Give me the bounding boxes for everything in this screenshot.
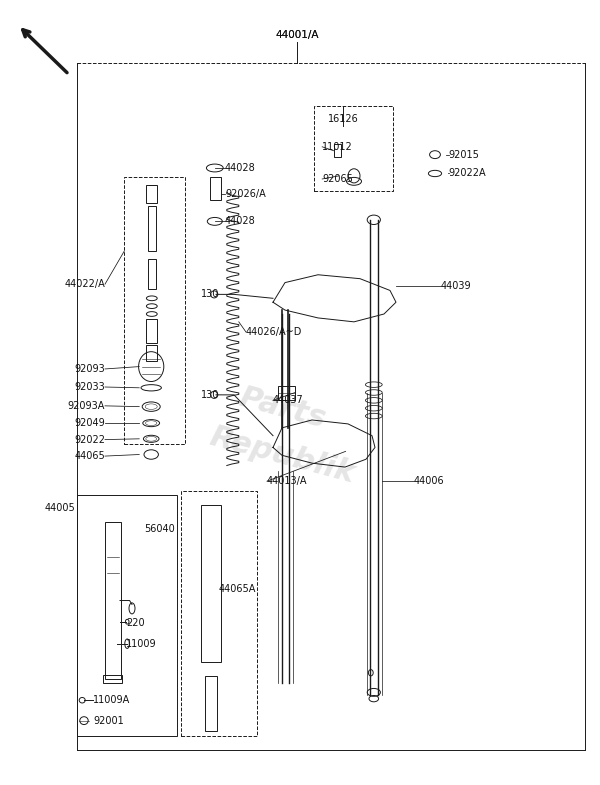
Bar [148,259,156,289]
Text: 92026/A: 92026/A [225,189,266,199]
Text: 92015: 92015 [449,150,479,159]
Text: 44065: 44065 [74,451,105,461]
Text: 130: 130 [201,390,220,400]
Text: 44037: 44037 [273,396,304,405]
Text: 44039: 44039 [441,281,472,290]
Text: 44013/A: 44013/A [267,476,308,486]
Bar [77,495,177,736]
Text: 44005: 44005 [44,503,75,513]
Text: 92093A: 92093A [68,401,105,411]
Bar [201,505,221,662]
Text: 56040: 56040 [144,524,175,534]
Text: Republik: Republik [206,422,358,488]
Text: 220: 220 [126,618,145,627]
Bar [278,386,295,400]
Text: 92065: 92065 [322,174,353,184]
Text: 92001: 92001 [93,716,124,725]
Bar [148,206,156,251]
Text: 44028: 44028 [225,217,256,226]
Bar [105,522,121,679]
Bar [334,144,341,157]
Text: 44022/A: 44022/A [64,279,105,289]
Text: 16126: 16126 [328,115,359,124]
Text: 92093: 92093 [74,364,105,374]
Text: 11009A: 11009A [93,696,130,705]
Bar [146,185,157,203]
Text: 92022: 92022 [74,435,105,444]
Text: 44006: 44006 [414,476,445,486]
Text: 44028: 44028 [225,163,256,173]
Bar [146,319,157,343]
Bar [146,345,157,361]
Bar [210,177,221,200]
Text: 92022A: 92022A [449,169,487,178]
Bar [181,491,257,736]
Bar [314,106,393,191]
Bar [103,675,122,683]
Bar [124,177,185,444]
Text: 92033: 92033 [74,382,105,392]
Bar [205,676,217,731]
Text: 11009: 11009 [126,639,157,648]
Text: 44026/A~D: 44026/A~D [246,327,302,337]
Text: Parts: Parts [235,383,329,433]
Text: 44065A: 44065A [219,584,256,593]
Text: 44001/A: 44001/A [275,31,319,40]
Text: 130: 130 [201,290,220,299]
Text: 44001/A: 44001/A [275,31,319,40]
Text: 11012: 11012 [322,142,353,152]
Text: 92049: 92049 [74,418,105,428]
